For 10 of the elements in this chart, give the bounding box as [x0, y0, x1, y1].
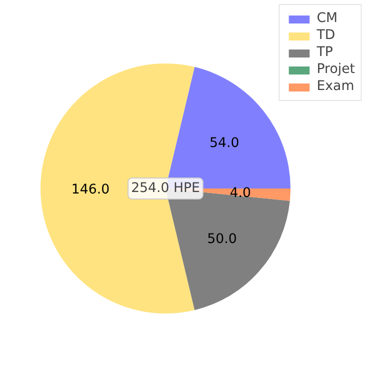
- legend-label: CM: [316, 11, 338, 26]
- legend-label: TD: [316, 28, 336, 43]
- data-label: 146.0: [71, 182, 110, 198]
- text: 254.0 HPE: [131, 181, 200, 196]
- legend-label: TP: [316, 45, 334, 60]
- data-label: 4.0: [230, 186, 252, 202]
- legend-label: Projet: [316, 62, 355, 77]
- legend-label: Exam: [316, 79, 354, 94]
- data-label: 54.0: [210, 136, 240, 152]
- data-label: 50.0: [207, 232, 237, 247]
